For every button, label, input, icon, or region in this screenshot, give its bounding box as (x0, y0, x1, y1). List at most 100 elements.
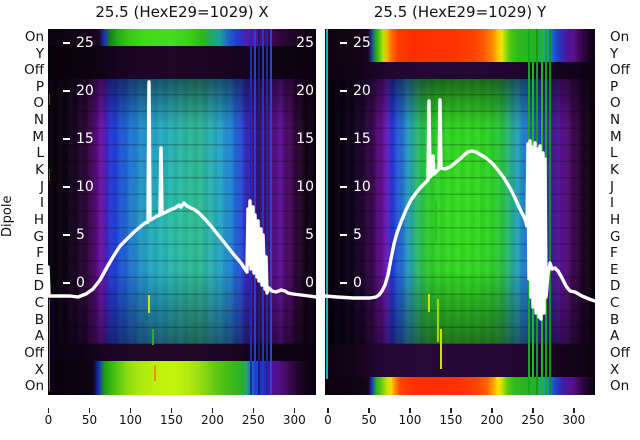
y-tick-value: 25 (353, 35, 371, 51)
x-tick-label: 150 (439, 413, 463, 427)
row-label-left-y-1: Y (35, 45, 44, 62)
x-tick-mark (368, 408, 370, 413)
y-tick-mark (63, 138, 70, 140)
y-tick-value: 0 (353, 275, 362, 291)
row-label-right-m-6: M (610, 128, 622, 145)
x-tick-label: 0 (324, 413, 332, 427)
row-label-left-h-11: H (33, 211, 44, 228)
y-tick-mark (63, 42, 70, 44)
y-tick-value: 25 (76, 35, 94, 51)
y-tick-label: 0 (63, 275, 85, 291)
heatmap-panel-x: 25 25 20 20 15 15 10 10 5 5 0 0 (48, 29, 316, 395)
y-tick-label: 25 (63, 35, 94, 51)
y-tick-label: 20 (63, 83, 94, 99)
y-tick-mark (340, 90, 347, 92)
row-label-right-i-10: I (610, 195, 614, 212)
y-tick-value: 20 (353, 83, 371, 99)
x-tick-mark (327, 408, 329, 413)
y-tick-value: 5 (353, 227, 362, 243)
y-tick-mark (340, 282, 347, 284)
x-tick-mark (409, 408, 411, 413)
row-label-left-k-8: K (35, 161, 44, 178)
x-tick-mark (532, 408, 534, 413)
x-tick-mark (491, 408, 493, 413)
y-tick-value: 15 (76, 131, 94, 147)
row-label-right-p-3: P (610, 78, 619, 95)
heatmap-band-x-off-dark (48, 344, 316, 361)
x-tick-mark (293, 408, 295, 413)
y-tick-label: 5 (63, 227, 85, 243)
y-tick-value-right: 15 (296, 131, 314, 147)
profile-curve (325, 98, 595, 321)
row-label-right-d-15: D (610, 278, 621, 295)
row-label-right-b-17: B (610, 311, 620, 328)
x-tick-mark (170, 408, 173, 413)
y-tick-mark (340, 42, 347, 44)
row-label-left-m-6: M (32, 128, 44, 145)
y-tick-mark (340, 234, 347, 236)
panel-title-x: 25.5 (HexE29=1029) X (95, 3, 269, 21)
profile-curve-line (48, 80, 316, 299)
y-tick-label: 10 (63, 179, 94, 195)
row-label-right-x-20: X (610, 361, 620, 378)
x-tick-mark (252, 408, 255, 413)
profile-curve (48, 80, 316, 299)
x-tick-mark (211, 408, 214, 413)
x-tick-label: 300 (282, 413, 306, 427)
row-label-left-p-3: P (35, 78, 44, 95)
x-tick-label: 200 (480, 413, 504, 427)
y-tick-value: 10 (76, 179, 94, 195)
profile-curve-line (325, 98, 595, 321)
row-label-right-off-2: Off (610, 62, 630, 79)
y-tick-label: 0 (340, 275, 362, 291)
x-tick-label: 300 (562, 413, 586, 427)
y-tick-value-right: 25 (296, 35, 314, 51)
y-tick-label: 5 (340, 227, 362, 243)
row-label-right-c-16: C (610, 295, 620, 311)
panel-title-y: 25.5 (HexE29=1029) Y (373, 3, 547, 21)
y-tick-value-right: 10 (296, 179, 314, 195)
row-label-right-h-11: H (610, 211, 621, 228)
row-label-left-g-12: G (33, 228, 44, 245)
y-tick-label: 15 (340, 131, 371, 147)
row-label-right-k-8: K (610, 161, 619, 178)
row-label-left-l-7: L (36, 145, 44, 162)
row-label-left-e-14: E (35, 261, 44, 278)
row-label-left-off-19: Off (24, 344, 44, 361)
y-tick-mark (63, 282, 70, 284)
y-tick-value-right: 20 (296, 83, 314, 99)
row-label-left-c-16: C (34, 295, 44, 311)
y-tick-value-right: 5 (305, 227, 314, 243)
row-label-right-on-0: On (610, 28, 630, 45)
y-tick-mark (63, 90, 70, 92)
y-tick-mark (63, 186, 70, 188)
x-tick-label: 100 (398, 413, 422, 427)
y-tick-mark (63, 234, 70, 236)
y-tick-label: 20 (340, 83, 371, 99)
y-tick-mark (340, 186, 347, 188)
y-tick-value: 15 (353, 131, 371, 147)
row-label-left-off-2: Off (24, 62, 44, 79)
x-tick-mark (129, 408, 132, 413)
row-label-right-n-5: N (610, 112, 621, 128)
heatmap-band-y-off-dark (325, 62, 595, 79)
x-tick-label: 200 (200, 413, 224, 427)
x-tick-label: 50 (81, 413, 98, 427)
x-tick-mark (450, 408, 452, 413)
row-label-right-o-4: O (610, 95, 621, 112)
row-label-left-o-4: O (33, 95, 44, 112)
row-label-right-g-12: G (610, 228, 621, 245)
heatmap-panel-y: 25 20 15 10 5 0 (325, 29, 595, 395)
x-tick-label: 50 (361, 413, 377, 427)
row-label-right-y-1: Y (610, 45, 619, 62)
row-label-left-a-18: A (34, 328, 44, 345)
row-label-right-a-18: A (610, 328, 620, 345)
row-label-left-d-15: D (33, 278, 44, 295)
row-label-left-x-20: X (34, 361, 44, 378)
row-label-left-n-5: N (33, 112, 44, 128)
row-label-left-i-10: I (40, 195, 44, 212)
row-label-right-off-19: Off (610, 344, 630, 361)
y-tick-label: 25 (340, 35, 371, 51)
x-tick-mark (88, 408, 91, 413)
